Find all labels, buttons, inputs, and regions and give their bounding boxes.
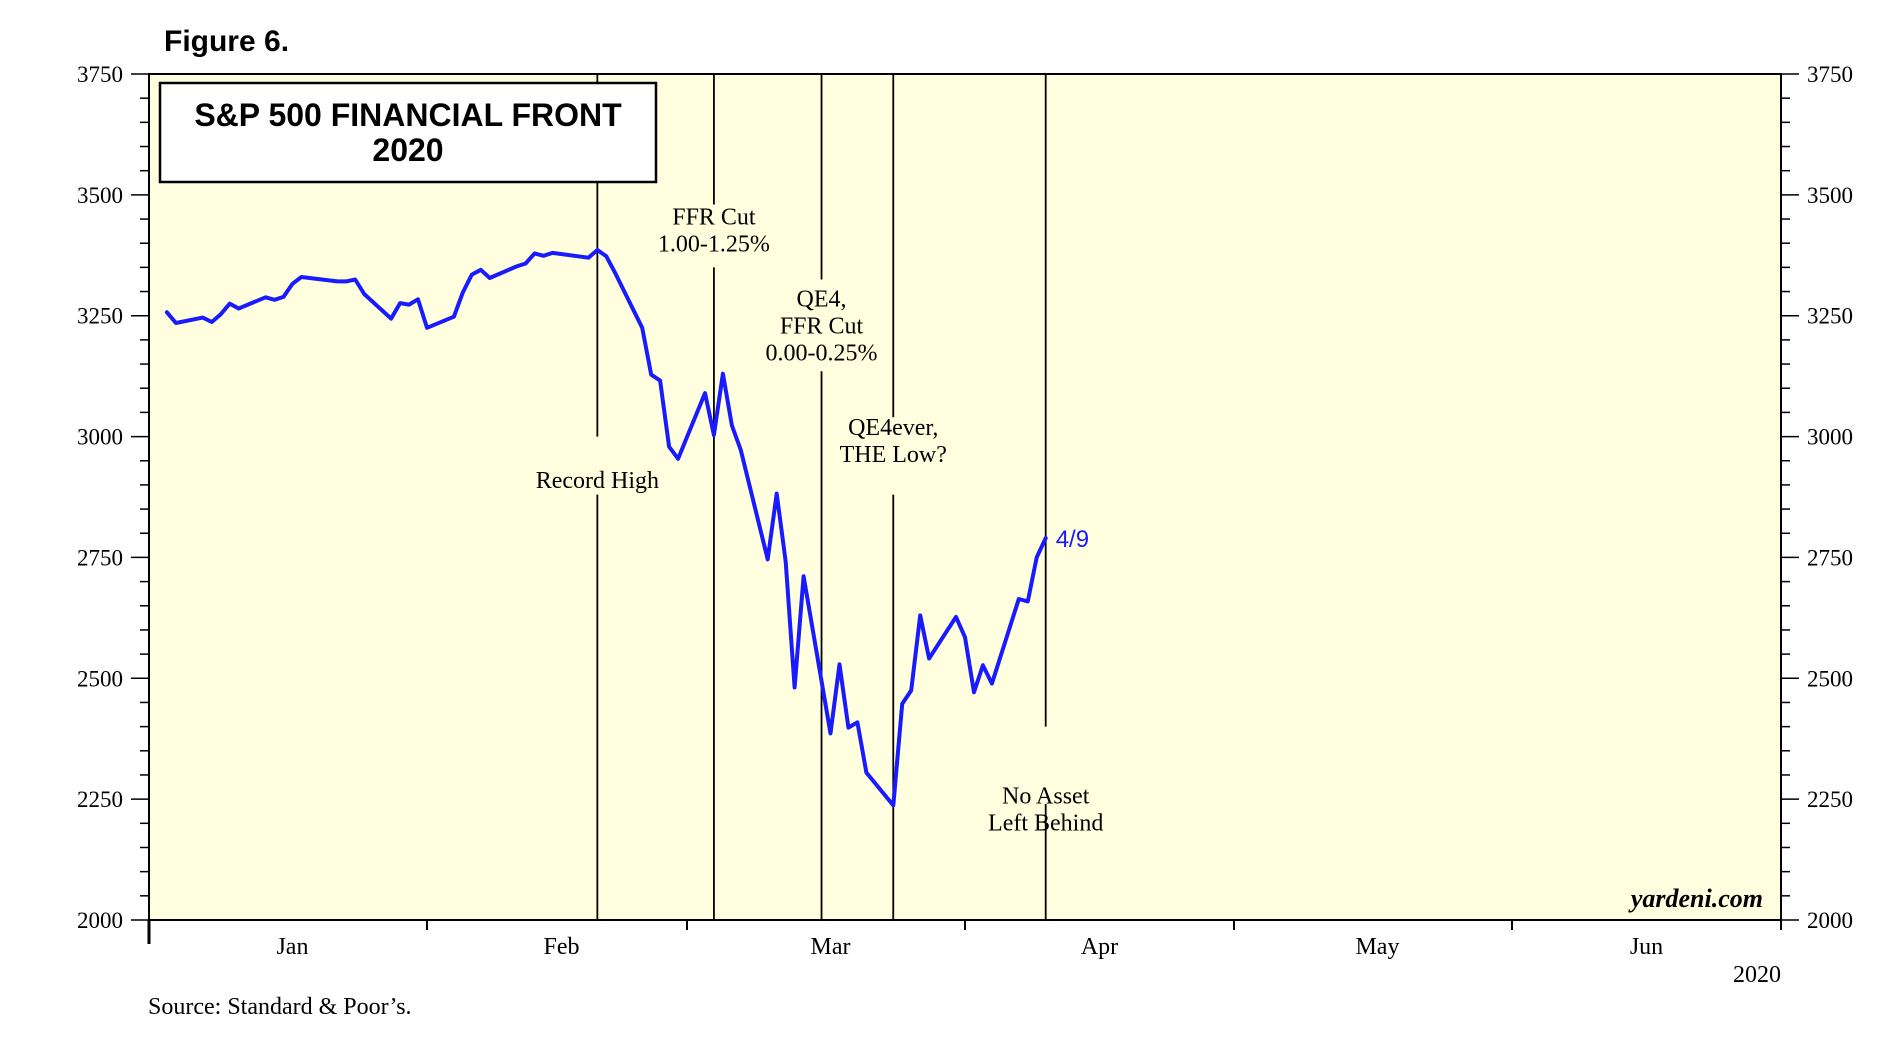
x-tick-label: Jan — [276, 934, 308, 960]
year-label: 2020 — [1733, 962, 1781, 988]
y-tick-label-left: 3250 — [77, 304, 123, 329]
plot-area — [149, 74, 1781, 920]
y-axis-right: 2000 2250 2500 2750 3000 3250 3500 3750 — [1781, 62, 1853, 933]
y-tick-label-right: 3000 — [1807, 425, 1853, 450]
x-axis: Jan Feb Mar Apr May Jun — [147, 920, 1782, 960]
y-tick-label-right: 2500 — [1807, 666, 1853, 691]
annotation-label: Left Behind — [988, 810, 1103, 836]
y-tick-label-left: 2500 — [77, 666, 123, 691]
y-tick-label-right: 2000 — [1807, 908, 1853, 933]
y-tick-label-right: 3250 — [1807, 304, 1853, 329]
annotation-label: Record High — [536, 468, 659, 494]
last-point-label: 4/9 — [1056, 526, 1089, 553]
y-tick-label-left: 2250 — [77, 787, 123, 812]
chart-subtitle: 2020 — [372, 132, 443, 168]
y-tick-label-left: 3000 — [77, 425, 123, 450]
annotation-label: THE Low? — [840, 442, 947, 468]
annotation: Record High — [536, 74, 659, 920]
x-tick-label: Apr — [1081, 934, 1118, 960]
annotation-label: FFR Cut — [780, 313, 864, 339]
y-tick-label-left: 3750 — [77, 62, 123, 87]
watermark: yardeni.com — [1628, 884, 1763, 913]
x-tick-label: Mar — [811, 934, 851, 960]
x-tick-label: Feb — [543, 934, 579, 960]
annotation-label: FFR Cut — [672, 205, 756, 231]
y-tick-label-right: 3500 — [1807, 183, 1853, 208]
title-box: S&P 500 FINANCIAL FRONT 2020 — [158, 81, 658, 184]
y-axis-left: 2000 2250 2500 2750 3000 3250 3500 3750 — [77, 62, 149, 933]
series-layer: 4/9 — [164, 248, 1089, 808]
series-line — [164, 248, 1048, 808]
annotation: QE4ever,THE Low? — [840, 74, 947, 920]
annotation-label: QE4ever, — [848, 415, 938, 441]
y-tick-label-right: 2750 — [1807, 545, 1853, 570]
source-note: Source: Standard & Poor’s. — [148, 994, 412, 1020]
annotation-label: 1.00-1.25% — [658, 232, 770, 258]
y-tick-label-right: 3750 — [1807, 62, 1853, 87]
annotation-label: 0.00-0.25% — [766, 340, 878, 366]
y-tick-label-left: 2750 — [77, 545, 123, 570]
figure-label: Figure 6. — [164, 25, 289, 58]
annotation-label: QE4, — [797, 286, 847, 312]
chart-title: S&P 500 FINANCIAL FRONT — [194, 97, 622, 133]
y-tick-label-left: 3500 — [77, 183, 123, 208]
x-tick-label: May — [1355, 934, 1399, 960]
y-tick-label-left: 2000 — [77, 908, 123, 933]
y-tick-label-right: 2250 — [1807, 787, 1853, 812]
annotation-label: No Asset — [1002, 783, 1090, 809]
x-tick-label: Jun — [1630, 934, 1663, 960]
